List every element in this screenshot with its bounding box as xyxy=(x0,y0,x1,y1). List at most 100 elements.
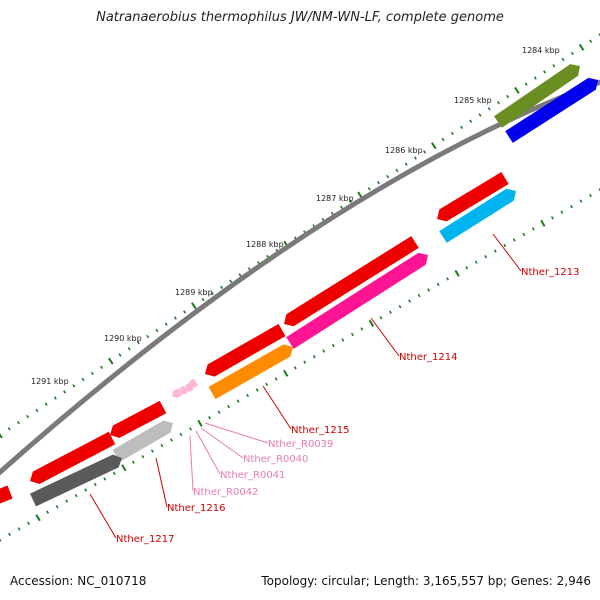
minor-tick xyxy=(331,343,335,348)
minor-tick xyxy=(146,334,150,339)
minor-tick xyxy=(103,477,107,481)
major-tick xyxy=(368,319,375,327)
minor-tick xyxy=(90,371,94,376)
minor-tick xyxy=(46,510,50,514)
major-tick xyxy=(191,302,197,310)
feature-4[interactable] xyxy=(284,236,419,327)
outer-tick-track xyxy=(0,33,600,439)
minor-tick xyxy=(208,416,211,420)
feature-label-nther-1216[interactable]: Nther_1216 xyxy=(167,503,225,514)
minor-tick xyxy=(35,408,39,413)
minor-tick xyxy=(229,279,233,283)
minor-tick xyxy=(579,199,583,203)
minor-tick xyxy=(423,150,427,154)
minor-tick xyxy=(524,82,528,86)
minor-tick xyxy=(417,293,421,298)
minor-tick xyxy=(217,410,221,414)
feature-nther-r0040[interactable] xyxy=(179,385,188,395)
feature-6[interactable] xyxy=(205,323,286,377)
minor-tick xyxy=(552,64,556,68)
major-tick xyxy=(197,419,203,427)
feature-nther-r0041[interactable] xyxy=(185,382,194,392)
minor-tick xyxy=(349,199,353,203)
major-tick xyxy=(0,433,3,439)
feature-0[interactable] xyxy=(494,64,580,128)
feature-label-nther-r0041[interactable]: Nther_R0041 xyxy=(220,470,285,481)
minor-tick xyxy=(179,432,183,437)
kbp-label: 1284 kbp xyxy=(522,46,560,55)
major-tick xyxy=(578,43,585,51)
kbp-label: 1287 kbp xyxy=(316,194,354,203)
major-tick xyxy=(514,86,520,94)
minor-tick xyxy=(589,39,593,43)
minor-tick xyxy=(322,349,326,353)
label-connector xyxy=(195,430,221,475)
feature-label-nther-1213[interactable]: Nther_1213 xyxy=(521,267,579,278)
major-tick xyxy=(121,464,127,472)
feature-nther-1216[interactable] xyxy=(112,420,173,463)
feature-nther-1217[interactable] xyxy=(30,454,122,507)
minor-tick xyxy=(293,366,297,370)
minor-tick xyxy=(189,427,192,431)
minor-tick xyxy=(17,527,21,531)
minor-tick xyxy=(484,254,488,259)
feature-label-nther-r0042[interactable]: Nther_R0042 xyxy=(193,487,258,498)
feature-nther-1214[interactable] xyxy=(286,252,428,349)
feature-1[interactable] xyxy=(505,77,598,143)
feature-12[interactable] xyxy=(110,400,167,438)
minor-tick xyxy=(118,353,122,357)
feature-label-nther-r0040[interactable]: Nther_R0040 xyxy=(243,454,308,465)
feature-label-layer: Nther_1213 Nther_1214 Nther_1215 Nther_R003… xyxy=(116,267,579,545)
minor-tick xyxy=(160,443,164,448)
feature-nther-r0039[interactable] xyxy=(172,388,182,398)
minor-tick xyxy=(93,482,97,487)
minor-tick xyxy=(63,390,67,394)
minor-tick xyxy=(404,162,408,166)
feature-2[interactable] xyxy=(437,172,509,222)
minor-tick xyxy=(201,297,205,302)
minor-tick xyxy=(531,227,535,231)
feature-nther-1215[interactable] xyxy=(208,344,293,400)
minor-tick xyxy=(255,388,259,392)
minor-tick xyxy=(227,404,231,409)
minor-tick xyxy=(569,204,573,209)
minor-tick xyxy=(0,538,2,542)
minor-tick xyxy=(247,267,251,271)
minor-tick xyxy=(570,51,574,56)
minor-tick xyxy=(598,188,600,192)
minor-tick xyxy=(340,205,344,209)
kbp-label: 1286 kbp xyxy=(385,146,423,155)
feature-label-nther-1215[interactable]: Nther_1215 xyxy=(291,425,349,436)
minor-tick xyxy=(589,193,592,198)
minor-tick xyxy=(155,328,159,333)
minor-tick xyxy=(465,266,469,270)
minor-tick xyxy=(493,249,497,253)
minor-tick xyxy=(112,471,116,476)
major-tick xyxy=(540,219,546,227)
feature-nther-r0042[interactable] xyxy=(189,378,198,388)
label-connector xyxy=(200,427,244,459)
major-tick xyxy=(431,142,437,150)
feature-label-nther-1214[interactable]: Nther_1214 xyxy=(399,352,457,363)
minor-tick xyxy=(8,532,11,537)
minor-tick xyxy=(436,282,440,287)
kbp-label: 1290 kbp xyxy=(104,334,142,343)
minor-tick xyxy=(376,181,380,185)
label-connector xyxy=(89,493,117,539)
minor-tick xyxy=(81,377,85,382)
feature-16[interactable] xyxy=(0,485,13,504)
minor-tick xyxy=(74,493,78,498)
feature-label-nther-r0039[interactable]: Nther_R0039 xyxy=(268,439,333,450)
feature-label-nther-1217[interactable]: Nther_1217 xyxy=(116,534,174,545)
minor-tick xyxy=(55,504,59,509)
genome-backbone xyxy=(0,79,600,476)
feature-14[interactable] xyxy=(30,431,116,484)
feature-nther-1213[interactable] xyxy=(439,188,516,243)
minor-tick xyxy=(398,304,402,309)
minor-tick xyxy=(84,488,88,492)
minor-tick xyxy=(330,211,334,216)
minor-tick xyxy=(360,327,364,331)
minor-tick xyxy=(72,384,76,388)
minor-tick xyxy=(395,168,399,173)
map-title: Natranaerobius thermophilus JW/NM-WN-LF,… xyxy=(96,10,504,25)
